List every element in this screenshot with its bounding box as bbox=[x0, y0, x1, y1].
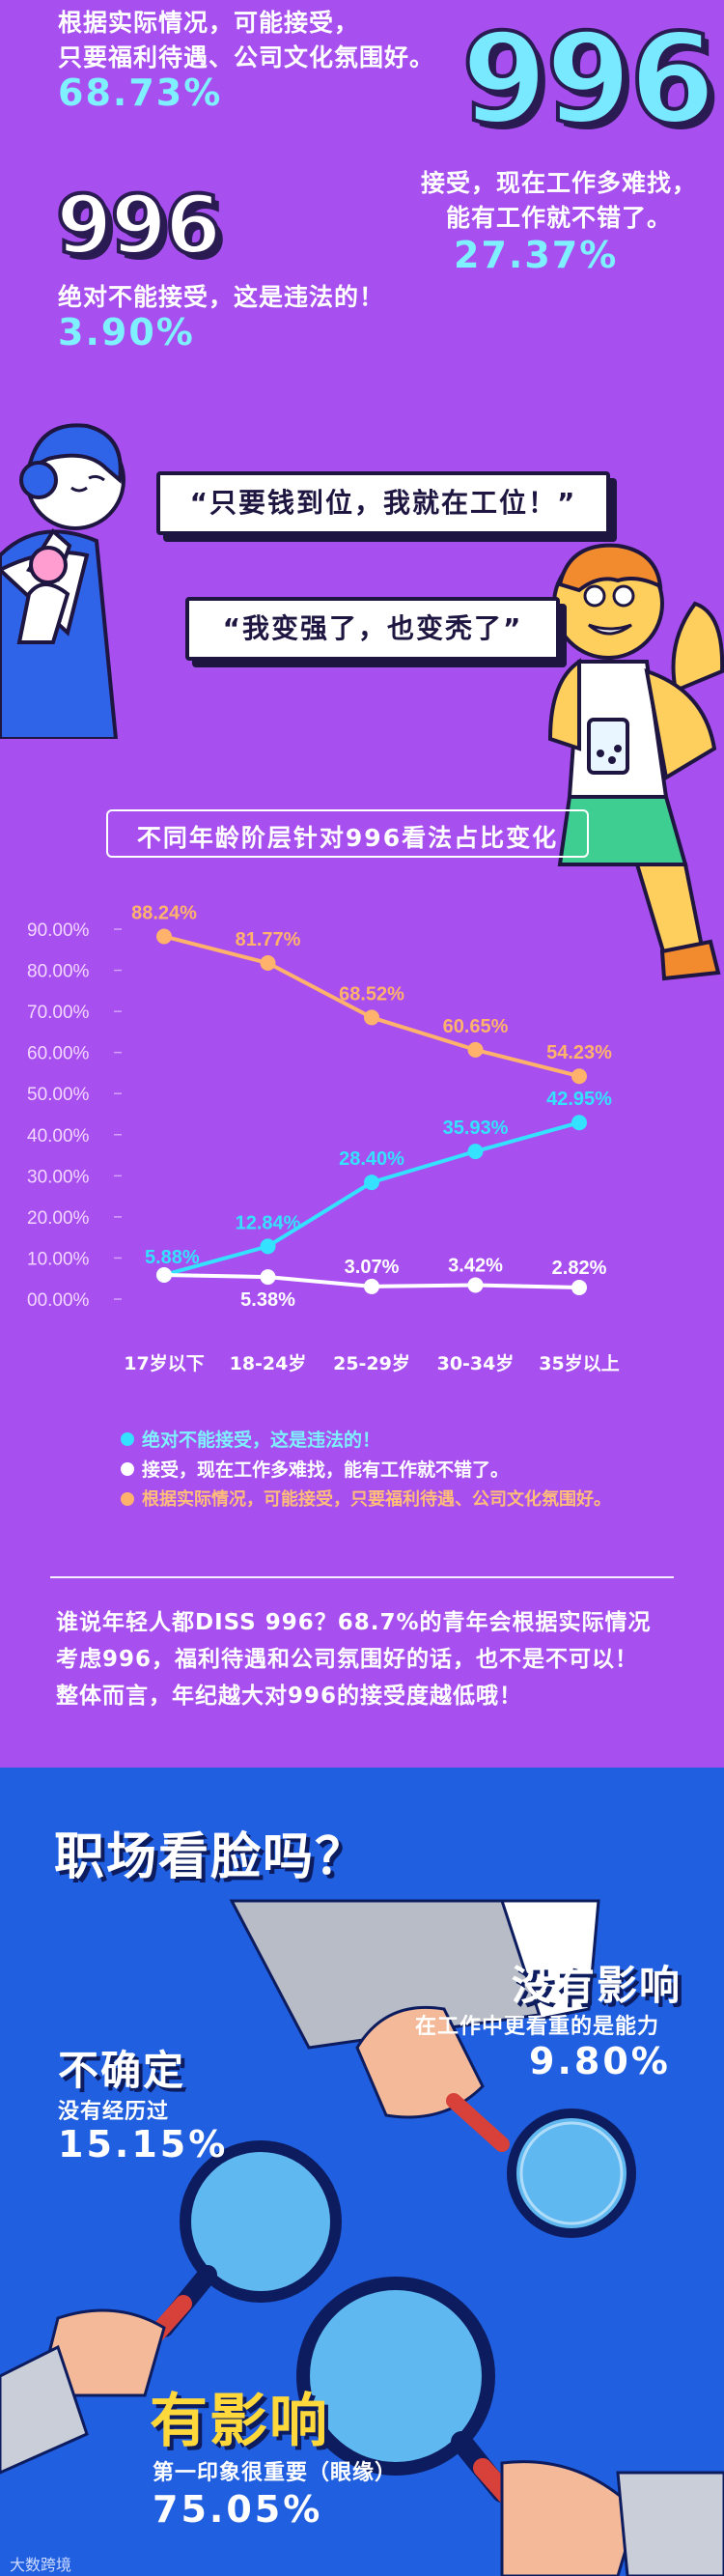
unsure-sub: 没有经历过 bbox=[58, 2100, 170, 2124]
legend-dot-cyan bbox=[121, 1432, 134, 1446]
series-line bbox=[163, 934, 580, 1079]
no-effect-sub: 在工作中更看重的是能力 bbox=[415, 2015, 660, 2039]
data-label: 3.42% bbox=[448, 1255, 503, 1276]
summary-line3: 整体而言，年纪越大对996的接受度越低哦！ bbox=[56, 1684, 523, 1709]
worker-man-illustration bbox=[547, 543, 724, 981]
y-tick-label: 80.00% bbox=[27, 962, 90, 982]
legend-white: 接受，现在工作多难找，能有工作就不错了。 bbox=[142, 1459, 510, 1481]
legend-dot-white bbox=[121, 1462, 134, 1476]
data-label: 60.65% bbox=[443, 1016, 509, 1037]
chart-title: 不同年龄阶层针对996看法占比变化 bbox=[136, 824, 559, 852]
has-effect-sub: 第一印象很重要（眼缘） bbox=[153, 2461, 398, 2485]
data-label: 81.77% bbox=[236, 929, 301, 950]
data-point bbox=[467, 1144, 484, 1160]
data-point bbox=[467, 1041, 484, 1058]
y-tick-label: 50.00% bbox=[27, 1085, 90, 1105]
data-point bbox=[364, 1175, 379, 1191]
line-chart: 90.00% 80.00% 70.00% 60.00% 50.00% 40.00% 30.0… bbox=[27, 902, 620, 1374]
no-effect-percent: 9.80% bbox=[529, 2040, 671, 2082]
x-category-label: 25-29岁 bbox=[333, 1352, 410, 1374]
data-label: 54.23% bbox=[546, 1042, 612, 1063]
y-tick-label: 40.00% bbox=[27, 1126, 90, 1146]
has-effect-heading: 有影响 bbox=[150, 2388, 329, 2455]
data-label: 28.40% bbox=[339, 1148, 404, 1170]
footer-logo: 大数跨境 bbox=[10, 2556, 72, 2574]
data-label: 68.52% bbox=[339, 983, 404, 1005]
data-point bbox=[571, 1068, 587, 1085]
magnifier-hands-illustration bbox=[0, 1899, 724, 2576]
data-label: 12.84% bbox=[236, 1212, 301, 1233]
data-label: 2.82% bbox=[552, 1258, 607, 1279]
data-point bbox=[260, 1269, 276, 1286]
no-effect-heading: 没有影响 bbox=[512, 1962, 682, 2009]
big-996-white: 996 bbox=[54, 178, 223, 272]
data-point bbox=[156, 928, 172, 945]
option-a-percent: 68.73% bbox=[58, 71, 223, 114]
data-label: 5.38% bbox=[240, 1289, 295, 1311]
unsure-heading: 不确定 bbox=[58, 2047, 186, 2094]
speech-bubble-1: “只要钱到位，我就在工位！” bbox=[156, 471, 610, 535]
data-label: 5.88% bbox=[145, 1247, 200, 1268]
data-label: 88.24% bbox=[131, 902, 197, 923]
y-tick-label: 30.00% bbox=[27, 1167, 90, 1187]
data-point bbox=[467, 1277, 484, 1293]
purple-section bbox=[0, 0, 724, 1768]
has-effect-percent: 75.05% bbox=[153, 2488, 323, 2531]
y-tick-label: 60.00% bbox=[27, 1044, 90, 1064]
option-b-line2: 能有工作就不错了。 bbox=[446, 204, 673, 232]
x-category-label: 17岁以下 bbox=[124, 1352, 204, 1374]
x-category-label: 18-24岁 bbox=[230, 1352, 307, 1374]
chart-title-box: 不同年龄阶层针对996看法占比变化 bbox=[106, 809, 589, 858]
y-tick-label: 00.00% bbox=[27, 1290, 90, 1311]
legend-dot-orange bbox=[121, 1492, 134, 1506]
option-b-line1: 接受，现在工作多难找， bbox=[421, 169, 698, 197]
data-point bbox=[156, 1266, 172, 1283]
y-tick-label: 20.00% bbox=[27, 1208, 90, 1229]
section-title: 职场看脸吗？ bbox=[54, 1828, 368, 1886]
y-tick-label: 10.00% bbox=[27, 1249, 90, 1269]
data-label: 35.93% bbox=[443, 1118, 509, 1139]
legend-orange: 根据实际情况，可能接受，只要福利待遇、公司文化氛围好。 bbox=[142, 1489, 611, 1510]
series-line bbox=[163, 1120, 580, 1277]
data-point bbox=[260, 955, 276, 972]
data-label: 3.07% bbox=[345, 1257, 400, 1278]
data-point bbox=[364, 1278, 379, 1294]
x-category-label: 30-34岁 bbox=[437, 1352, 515, 1374]
unsure-percent: 15.15% bbox=[58, 2123, 229, 2166]
option-c-percent: 3.90% bbox=[58, 311, 195, 354]
option-c-line1: 绝对不能接受，这是违法的！ bbox=[58, 283, 385, 311]
worker-woman-illustration bbox=[0, 423, 125, 739]
speech-bubble-2: “我变强了，也变秃了” bbox=[185, 597, 560, 661]
summary-line2: 考虑996，福利待遇和公司氛围好的话，也不是不可以！ bbox=[56, 1647, 639, 1672]
option-a-line2: 只要福利待遇、公司文化氛围好。 bbox=[58, 43, 435, 71]
divider bbox=[50, 1576, 674, 1578]
x-category-label: 35岁以上 bbox=[539, 1352, 619, 1374]
option-b-percent: 27.37% bbox=[454, 234, 619, 276]
data-point bbox=[364, 1009, 379, 1026]
data-point bbox=[571, 1279, 587, 1295]
legend-cyan: 绝对不能接受，这是违法的！ bbox=[142, 1430, 381, 1451]
data-point bbox=[260, 1238, 276, 1255]
option-a-line1: 根据实际情况，可能接受， bbox=[58, 9, 360, 37]
data-label: 42.95% bbox=[546, 1089, 612, 1110]
data-point bbox=[571, 1115, 587, 1131]
big-996-cyan: 996 bbox=[459, 8, 717, 152]
summary-line1: 谁说年轻人都DISS 996？68.7%的青年会根据实际情况 bbox=[56, 1610, 652, 1635]
y-tick-label: 90.00% bbox=[27, 920, 90, 941]
y-tick-label: 70.00% bbox=[27, 1003, 90, 1023]
